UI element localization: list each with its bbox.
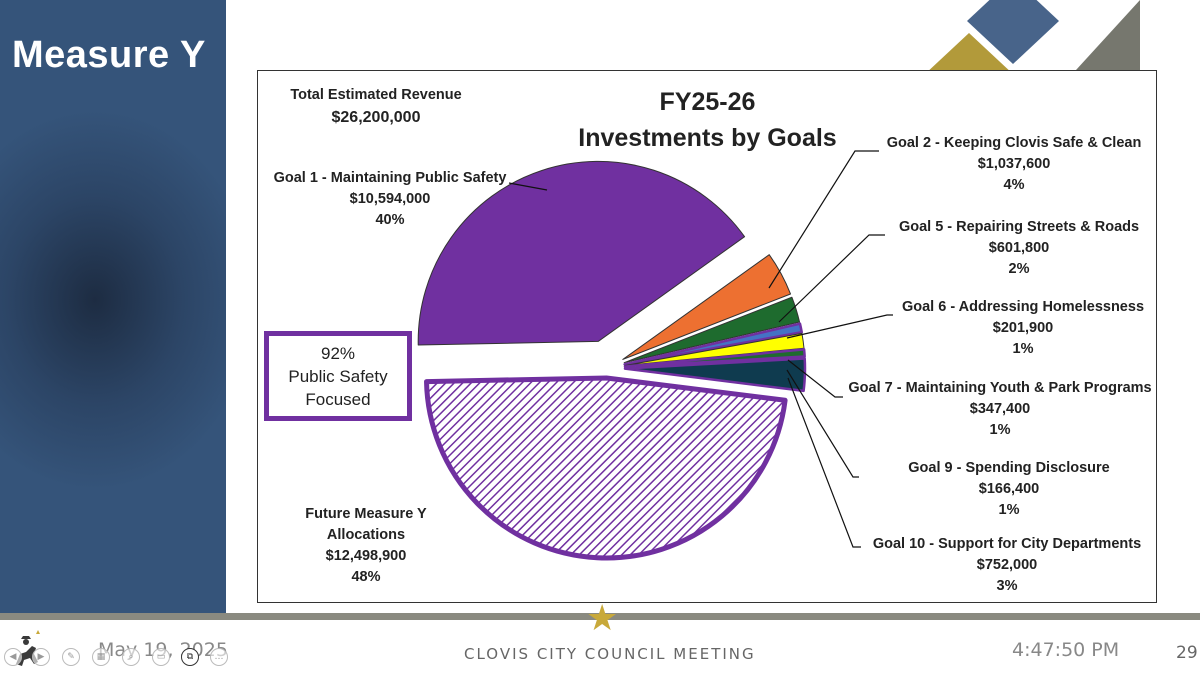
leader-line-goal5 xyxy=(778,234,885,323)
total-revenue-title: Total Estimated Revenue xyxy=(290,87,462,103)
leader-line-goal9 xyxy=(786,369,859,478)
data-label-amount: $1,037,600 xyxy=(977,156,1051,172)
sidebar-panel xyxy=(0,0,226,613)
footer-divider xyxy=(0,613,1200,620)
data-label-amount: $12,498,900 xyxy=(325,548,407,564)
callout-percent: 92% xyxy=(320,343,356,363)
data-label-name: Goal 7 - Maintaining Youth & Park Progra… xyxy=(848,380,1152,396)
data-label-percent: 40% xyxy=(375,212,405,228)
pie-slice-4 xyxy=(623,322,803,366)
chart-title: FY25-26 Investments by Goals xyxy=(560,84,855,156)
data-label-amount: $601,800 xyxy=(988,240,1050,256)
more-options-icon[interactable]: … xyxy=(210,648,228,666)
data-label-name-line-1: Future Measure Y xyxy=(305,506,427,522)
chart-title-line-1: FY25-26 xyxy=(659,88,756,116)
data-label-amount: $752,000 xyxy=(976,557,1038,573)
total-revenue-label: Total Estimated Revenue $26,200,000 xyxy=(262,85,490,129)
data-label-name-line-2: Allocations xyxy=(326,527,406,543)
slide-overview-icon[interactable]: ▦ xyxy=(92,648,110,666)
data-label-name: Goal 2 - Keeping Clovis Safe & Clean xyxy=(886,135,1142,151)
total-revenue-value: $26,200,000 xyxy=(331,109,421,126)
public-safety-callout: 92% Public Safety Focused xyxy=(264,331,412,421)
leader-line-goal7 xyxy=(787,359,843,398)
data-label-goal5: Goal 5 - Repairing Streets & Roads $601,… xyxy=(886,217,1152,280)
data-label-name: Goal 6 - Addressing Homelessness xyxy=(901,299,1145,315)
pie-slice-1 xyxy=(417,160,746,346)
data-label-goal2: Goal 2 - Keeping Clovis Safe & Clean $1,… xyxy=(876,133,1152,196)
pie-slice-8 xyxy=(424,375,788,561)
data-label-percent: 1% xyxy=(989,422,1011,438)
data-label-name: Goal 5 - Repairing Streets & Roads xyxy=(898,219,1140,235)
data-label-name: Goal 1 - Maintaining Public Safety xyxy=(273,170,507,186)
data-label-amount: $166,400 xyxy=(978,481,1040,497)
pie-chart xyxy=(417,150,893,561)
callout-line-2: Public Safety xyxy=(288,366,388,386)
callout-line-3: Focused xyxy=(305,389,371,409)
data-label-goal9: Goal 9 - Spending Disclosure $166,400 1% xyxy=(876,458,1142,521)
grey-diamond xyxy=(1076,0,1140,70)
slate-diamond xyxy=(967,0,1059,64)
data-label-goal1: Goal 1 - Maintaining Public Safety $10,5… xyxy=(262,168,518,231)
data-label-percent: 4% xyxy=(1003,177,1025,193)
data-label-name: Goal 9 - Spending Disclosure xyxy=(908,460,1110,476)
data-label-goal6: Goal 6 - Addressing Homelessness $201,90… xyxy=(890,297,1156,360)
data-label-goal10: Goal 10 - Support for City Departments $… xyxy=(862,534,1152,597)
leader-line-goal2 xyxy=(768,150,879,289)
leader-line-goal6 xyxy=(786,314,893,339)
camera-icon[interactable]: ⧉ xyxy=(181,648,199,666)
pie-slice-6 xyxy=(623,348,806,368)
decorative-diamonds xyxy=(924,0,1140,75)
data-label-percent: 1% xyxy=(1012,341,1034,357)
data-label-amount: $347,400 xyxy=(969,401,1031,417)
data-label-name: Goal 10 - Support for City Departments xyxy=(872,536,1142,552)
slide-title: Measure Y xyxy=(12,34,206,76)
data-label-future: Future Measure Y Allocations $12,498,900… xyxy=(286,504,446,588)
pie-slice-2 xyxy=(622,254,792,360)
subtitles-icon[interactable]: ▭ xyxy=(152,648,170,666)
previous-slide-icon[interactable]: ◀ xyxy=(4,648,22,666)
chart-title-line-2: Investments by Goals xyxy=(578,124,837,152)
pie-slice-7 xyxy=(623,357,807,393)
slide-number: 29 xyxy=(1176,643,1198,663)
data-label-goal7: Goal 7 - Maintaining Youth & Park Progra… xyxy=(842,378,1158,441)
data-label-amount: $10,594,000 xyxy=(349,191,431,207)
leader-line-goal1 xyxy=(508,182,548,191)
data-label-amount: $201,900 xyxy=(992,320,1054,336)
pie-slice-3 xyxy=(623,296,801,364)
pen-icon[interactable]: ✎ xyxy=(62,648,80,666)
star-icon: ★ xyxy=(586,597,619,638)
next-slide-icon[interactable]: ▶ xyxy=(32,648,50,666)
data-label-percent: 2% xyxy=(1008,261,1030,277)
gold-diamond xyxy=(924,33,1014,75)
footer-meeting-title: CLOVIS CITY COUNCIL MEETING xyxy=(464,645,756,663)
data-label-percent: 48% xyxy=(351,569,381,585)
data-label-percent: 1% xyxy=(998,502,1020,518)
leader-line-goal10 xyxy=(787,377,861,548)
zoom-icon[interactable]: ⌕ xyxy=(122,648,140,666)
footer-time: 4:47:50 PM xyxy=(1012,639,1120,661)
data-label-percent: 3% xyxy=(996,578,1018,594)
